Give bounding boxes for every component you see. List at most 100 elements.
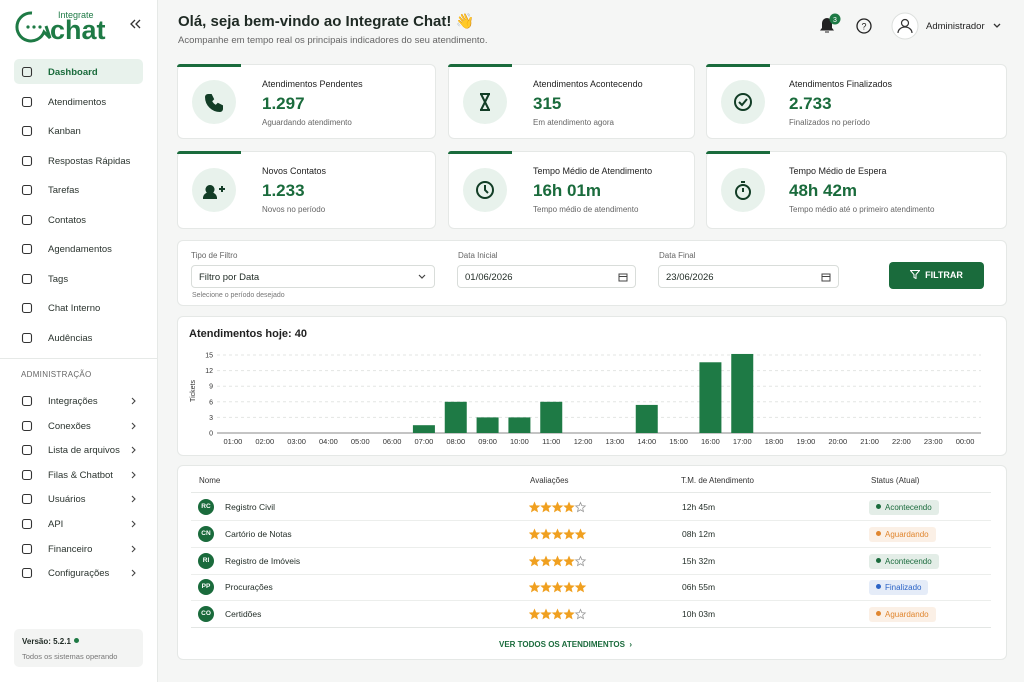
- filter-button[interactable]: FILTRAR: [889, 262, 984, 289]
- nav-label: API: [48, 519, 64, 530]
- card-icon: [192, 168, 236, 212]
- chevron: [131, 520, 136, 528]
- admin-nav-item[interactable]: Filas & Chatbot: [14, 465, 143, 485]
- x-tick-label: 18:00: [765, 437, 784, 446]
- icon-glyph: [202, 185, 225, 199]
- icon-glyph: [476, 181, 495, 199]
- row-name: Cartório de Notas: [225, 528, 292, 539]
- x-tick-label: 23:00: [924, 437, 943, 446]
- x-tick-label: 09:00: [478, 437, 497, 446]
- card-title: Tempo Médio de Atendimento: [533, 166, 653, 176]
- table-row: RC Registro Civil 12h 45m Acontecendo: [191, 494, 991, 521]
- system-status: Todos os sistemas operando: [22, 652, 118, 661]
- admin-nav-item[interactable]: Lista de arquivos: [14, 440, 143, 460]
- admin-nav-item[interactable]: Integrações: [14, 391, 143, 411]
- admin-nav-item[interactable]: Usuários: [14, 489, 143, 509]
- icon-shape: [21, 420, 33, 431]
- filter-type-value: Filtro por Data: [199, 272, 260, 283]
- nav-label: Respostas Rápidas: [48, 155, 131, 167]
- filter-hint: Selecione o período desejado: [192, 292, 285, 299]
- star: [540, 501, 552, 513]
- version-box: Versão: 5.2.1 Todos os sistemas operando: [14, 629, 143, 667]
- card-title: Tempo Médio de Espera: [789, 166, 887, 176]
- chevron-shape: [131, 397, 136, 405]
- column-header: Status (Atual): [871, 476, 920, 485]
- x-tick-label: 00:00: [956, 437, 975, 446]
- chevron: [131, 422, 136, 429]
- rating: [529, 555, 587, 566]
- admin-nav-item[interactable]: Financeiro: [14, 539, 143, 559]
- table-row: CN Cartório de Notas 08h 12m Aguardando: [191, 521, 991, 548]
- y-tick-label: 15: [205, 353, 213, 360]
- nav-item[interactable]: Contatos: [14, 207, 143, 232]
- status-label: Aguardando: [885, 529, 929, 539]
- card-value: 315: [533, 94, 562, 113]
- star: [551, 581, 564, 593]
- user-menu-chevron[interactable]: [993, 23, 1001, 28]
- bar: [444, 401, 467, 433]
- nav-item[interactable]: Dashboard: [14, 59, 143, 84]
- nav-item[interactable]: Agendamentos: [14, 236, 143, 261]
- card-icon: [463, 168, 507, 212]
- version: Versão: 5.2.1: [22, 637, 71, 646]
- admin-nav-item[interactable]: Configurações: [14, 563, 143, 583]
- card-caption: Em atendimento agora: [533, 118, 614, 127]
- status-label: Aguardando: [885, 610, 929, 620]
- star: [540, 581, 552, 593]
- collapse-button[interactable]: [130, 19, 141, 29]
- status-dot: [74, 638, 79, 643]
- end-date-input[interactable]: 23/06/2026: [658, 265, 839, 288]
- star: [529, 581, 541, 593]
- nav-item[interactable]: Atendimentos: [14, 89, 143, 114]
- filter-type-select[interactable]: Filtro por Data: [191, 265, 435, 288]
- card-icon: [463, 79, 507, 124]
- star: [563, 555, 575, 566]
- nav-label: Tags: [48, 273, 69, 285]
- icon-shape: [21, 395, 33, 407]
- star: [563, 528, 575, 540]
- bell-icon[interactable]: [820, 18, 834, 33]
- admin-nav-item[interactable]: API: [14, 514, 143, 534]
- nav-icon: [21, 395, 33, 407]
- nav-item[interactable]: Tarefas: [14, 177, 143, 202]
- icon-shape: [21, 494, 33, 505]
- x-tick-label: 14:00: [637, 437, 656, 446]
- kpi-card: Atendimentos Pendentes 1.297 Aguardando at…: [177, 64, 436, 139]
- star: [551, 528, 564, 540]
- chart: Atendimentos hoje: 40 Tickets 0 3 6 9 12 15 01…: [189, 328, 981, 446]
- x-tick-label: 02:00: [255, 437, 274, 446]
- kpi-card: Atendimentos Finalizados 2.733 Finalizados…: [706, 64, 1007, 139]
- icon-shape: [21, 214, 33, 225]
- x-tick-label: 04:00: [319, 437, 338, 446]
- nav-item[interactable]: Audências: [14, 325, 143, 350]
- nav-item[interactable]: Chat Interno: [14, 295, 143, 320]
- star: [551, 608, 564, 620]
- help-icon[interactable]: [856, 18, 872, 34]
- nav-item[interactable]: Respostas Rápidas: [14, 148, 143, 173]
- start-date-input[interactable]: 01/06/2026: [457, 265, 636, 288]
- bar: [476, 417, 499, 433]
- end-date-label: Data Final: [659, 251, 696, 260]
- admin-nav-item[interactable]: Conexões: [14, 416, 143, 436]
- initials-avatar: PP: [198, 579, 214, 596]
- x-tick-label: 10:00: [510, 437, 529, 446]
- x-tick-label: 03:00: [287, 437, 306, 446]
- nav-item[interactable]: Tags: [14, 266, 143, 291]
- x-tick-label: 12:00: [574, 437, 593, 446]
- row-time: 10h 03m: [682, 609, 716, 620]
- icon-shape: [21, 469, 33, 480]
- nav-icon: [21, 243, 33, 255]
- chevron: [131, 545, 136, 552]
- user-name[interactable]: Administrador: [926, 21, 985, 32]
- rating: [529, 501, 587, 513]
- star: [529, 501, 541, 513]
- row-name: Registro de Imóveis: [225, 555, 301, 566]
- icon-bg: [192, 79, 236, 124]
- chevron-shape: [131, 520, 136, 528]
- icon-shape: [21, 96, 33, 107]
- view-all-link[interactable]: VER TODOS OS ATENDIMENTOS ›: [499, 640, 633, 649]
- nav-item[interactable]: Kanban: [14, 118, 143, 143]
- nav-icon: [21, 420, 33, 431]
- x-tick-label: 15:00: [669, 437, 688, 446]
- x-tick-label: 08:00: [446, 437, 465, 446]
